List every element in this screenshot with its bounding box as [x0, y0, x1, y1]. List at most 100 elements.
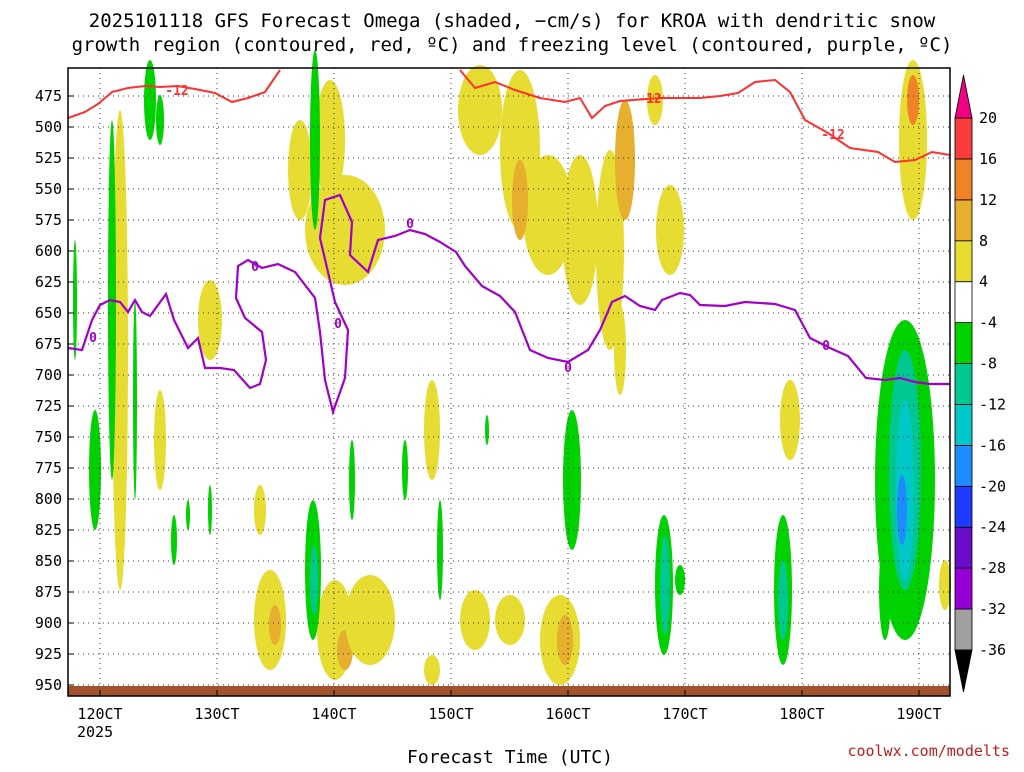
x-tick-label: 160CT: [545, 705, 590, 723]
y-tick-label: 550: [35, 180, 62, 198]
omega-region: [254, 485, 266, 535]
plot-frame: [67, 67, 951, 697]
x-tick-label: 190CT: [896, 705, 941, 723]
omega-region: [899, 60, 927, 220]
y-tick-label: 800: [35, 490, 62, 508]
omega-region: [156, 95, 164, 145]
x-tick-label: 170CT: [662, 705, 707, 723]
omega-region: [424, 380, 440, 480]
omega-region: [310, 50, 320, 230]
y-tick-label: 700: [35, 366, 62, 384]
y-tick-label: 475: [35, 87, 62, 105]
colorbar-box: [954, 281, 973, 324]
colorbar-tick-label: -32: [979, 600, 1006, 618]
contour-label-0: 0: [251, 260, 259, 275]
colorbar-tick-label: 20: [979, 109, 997, 127]
colorbar-top-triangle: [954, 74, 973, 119]
contour-label-minus12: -12: [638, 92, 661, 107]
colorbar-box: [954, 485, 973, 528]
colorbar-tick-label: -16: [979, 436, 1006, 454]
y-tick-label: 850: [35, 552, 62, 570]
omega-region: [133, 300, 137, 500]
contour-lines: -12 -12 -12 0 0 0 0 0 0: [67, 69, 951, 416]
omega-region: [144, 60, 156, 140]
y-tick-label: 950: [35, 676, 62, 694]
omega-region: [523, 155, 573, 275]
x-tick-label: 150CT: [428, 705, 473, 723]
omega-region: [907, 75, 919, 125]
colorbar-tick-label: 12: [979, 191, 997, 209]
colorbar-box: [954, 117, 973, 160]
omega-region: [198, 280, 222, 360]
contour-label-0: 0: [334, 317, 342, 332]
plot-area: -12 -12 -12 0 0 0 0 0 0: [67, 50, 951, 697]
omega-region: [458, 65, 502, 155]
y-tick-label: 500: [35, 118, 62, 136]
omega-region: [437, 500, 443, 600]
y-tick-label: 650: [35, 304, 62, 322]
omega-region: [614, 305, 626, 395]
omega-region: [512, 160, 528, 240]
contour-label-minus12: -12: [165, 84, 188, 99]
omega-region: [897, 475, 907, 545]
contour-freezing-level: [67, 193, 950, 416]
x-axis-ticks: 120CT 130CT 140CT 150CT 160CT 170CT 180CT 190CT: [77, 690, 942, 723]
omega-region: [563, 410, 581, 550]
omega-region: [208, 485, 212, 535]
omega-region: [778, 560, 788, 640]
colorbar-bottom-triangle: [954, 649, 973, 693]
colorbar-box: [954, 240, 973, 283]
colorbar-tick-label: -4: [979, 314, 997, 332]
omega-region: [660, 535, 670, 635]
contour-label-0: 0: [406, 217, 414, 232]
colorbar-tick-label: -36: [979, 641, 1006, 659]
colorbar-box: [954, 199, 973, 242]
contour-label-minus12: -12: [821, 128, 844, 143]
y-tick-label: 600: [35, 242, 62, 260]
colorbar-tick-label: -12: [979, 395, 1006, 413]
colorbar-box: [954, 567, 973, 610]
x-year-label: 2025: [77, 723, 113, 741]
colorbar-box: [954, 363, 973, 405]
colorbar-box: [954, 526, 973, 569]
contour-label-0: 0: [822, 339, 830, 354]
omega-region: [269, 605, 281, 645]
omega-region: [460, 590, 490, 650]
omega-region: [557, 615, 573, 665]
omega-region: [349, 440, 355, 520]
x-tick-label: 120CT: [77, 705, 122, 723]
y-axis-ticks: 475 500 525 550 575 600 625 650 675 700 725 750 775 8…: [35, 87, 74, 694]
omega-region: [656, 185, 684, 275]
colorbar-tick-label: -24: [979, 518, 1006, 536]
omega-region: [879, 540, 891, 640]
y-tick-label: 675: [35, 335, 62, 353]
colorbar-box: [954, 322, 973, 364]
colorbar-tick-label: 4: [979, 273, 988, 291]
y-tick-label: 525: [35, 149, 62, 167]
omega-region: [939, 560, 951, 610]
x-tick-label: 180CT: [779, 705, 824, 723]
contour-label-0: 0: [564, 361, 572, 376]
colorbar-tick-label: 8: [979, 232, 988, 250]
omega-region: [402, 440, 408, 500]
y-tick-label: 775: [35, 459, 62, 477]
contour-dendritic-minus12: [67, 69, 951, 164]
colorbar: -36 -32 -28 -24 -20 -16 -12 -8 -4 4 8 12 16 20: [954, 74, 1006, 693]
colorbar-box: [954, 158, 973, 201]
colorbar-box: [954, 404, 973, 446]
omega-region: [562, 155, 598, 305]
chart-title-line-2: growth region (contoured, red, ºC) and f…: [72, 34, 953, 56]
omega-region: [315, 80, 345, 200]
omega-region: [495, 595, 525, 645]
y-tick-label: 750: [35, 428, 62, 446]
omega-region: [424, 655, 440, 685]
x-tick-label: 130CT: [194, 705, 239, 723]
omega-region: [288, 120, 312, 220]
omega-region: [615, 100, 635, 220]
chart-title-line-1: 2025101118 GFS Forecast Omega (shaded, −…: [89, 10, 936, 32]
y-tick-label: 875: [35, 583, 62, 601]
ground-surface: [68, 686, 950, 696]
y-tick-label: 725: [35, 397, 62, 415]
